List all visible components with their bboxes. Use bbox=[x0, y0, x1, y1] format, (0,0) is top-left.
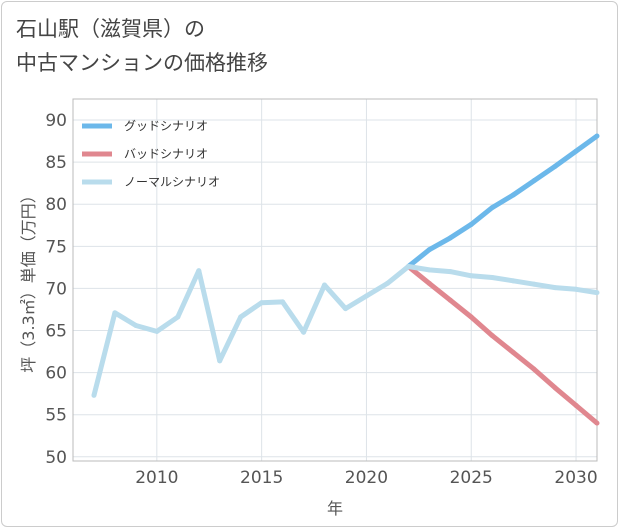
series-point-2 bbox=[594, 290, 600, 296]
legend-label-2: ノーマルシナリオ bbox=[124, 175, 220, 189]
series-point-2 bbox=[280, 299, 286, 305]
y-axis-label: 坪（3.3㎡）単価（万円） bbox=[19, 187, 38, 372]
series-point-2 bbox=[322, 282, 328, 288]
series-point-1 bbox=[510, 349, 516, 355]
legend-label-0: グッドシナリオ bbox=[124, 119, 208, 133]
series-point-1 bbox=[426, 280, 432, 286]
series-point-2 bbox=[489, 274, 495, 280]
series-point-0 bbox=[510, 192, 516, 198]
x-tick-label: 2010 bbox=[135, 468, 178, 488]
series-point-2 bbox=[552, 285, 558, 291]
series-point-2 bbox=[154, 328, 160, 334]
y-tick-label: 70 bbox=[45, 279, 67, 299]
series-point-1 bbox=[489, 333, 495, 339]
page-title: 石山駅（滋賀県）の 中古マンションの価格推移 bbox=[16, 12, 268, 80]
series-point-0 bbox=[531, 178, 537, 184]
series-point-2 bbox=[405, 264, 411, 270]
y-tick-label: 85 bbox=[45, 153, 67, 173]
series-point-0 bbox=[426, 247, 432, 253]
y-tick-label: 50 bbox=[45, 448, 67, 468]
series-point-2 bbox=[238, 314, 244, 320]
y-tick-label: 60 bbox=[45, 364, 67, 384]
y-tick-label: 75 bbox=[45, 237, 67, 257]
x-tick-label: 2020 bbox=[345, 468, 388, 488]
series-point-1 bbox=[573, 402, 579, 408]
series-point-2 bbox=[175, 314, 181, 320]
series-point-2 bbox=[426, 267, 432, 273]
x-tick-label: 2025 bbox=[450, 468, 493, 488]
series-point-2 bbox=[510, 278, 516, 284]
x-axis-ticks: 2010 2015 2020 2025 2030 bbox=[135, 468, 597, 488]
x-tick-label: 2015 bbox=[240, 468, 283, 488]
y-axis-ticks: 50 55 60 65 70 75 80 85 90 bbox=[45, 111, 67, 468]
x-tick-label: 2030 bbox=[554, 468, 597, 488]
series-point-2 bbox=[301, 329, 307, 335]
series-point-1 bbox=[468, 314, 474, 320]
y-tick-label: 55 bbox=[45, 406, 67, 426]
series-point-2 bbox=[196, 268, 202, 274]
y-tick-label: 80 bbox=[45, 195, 67, 215]
series-point-0 bbox=[489, 205, 495, 211]
series-point-2 bbox=[259, 300, 265, 306]
series-line-1 bbox=[406, 264, 599, 426]
x-axis-label: 年 bbox=[327, 499, 343, 518]
series-point-2 bbox=[112, 310, 118, 316]
series-point-2 bbox=[447, 269, 453, 275]
series-point-1 bbox=[594, 420, 600, 426]
series-point-0 bbox=[552, 163, 558, 169]
series-point-2 bbox=[531, 281, 537, 287]
series-point-2 bbox=[384, 280, 390, 286]
y-tick-label: 90 bbox=[45, 111, 67, 131]
series-point-2 bbox=[91, 392, 97, 398]
series-point-0 bbox=[468, 221, 474, 227]
series-point-1 bbox=[531, 366, 537, 372]
y-tick-label: 65 bbox=[45, 322, 67, 342]
legend-label-1: バッドシナリオ bbox=[124, 147, 208, 161]
series-point-1 bbox=[552, 385, 558, 391]
title-line-1: 石山駅（滋賀県）の bbox=[16, 17, 205, 41]
series-point-2 bbox=[468, 273, 474, 279]
series-point-0 bbox=[573, 148, 579, 154]
series-point-1 bbox=[447, 297, 453, 303]
series-point-2 bbox=[133, 322, 139, 328]
plot-frame bbox=[72, 98, 598, 462]
series-line-0 bbox=[406, 133, 599, 269]
title-line-2: 中古マンションの価格推移 bbox=[16, 51, 268, 75]
series-layer bbox=[91, 133, 600, 426]
series-point-0 bbox=[447, 235, 453, 241]
series-point-2 bbox=[217, 358, 223, 364]
series-point-2 bbox=[363, 293, 369, 299]
series-point-0 bbox=[594, 133, 600, 139]
series-point-2 bbox=[342, 306, 348, 312]
series-point-2 bbox=[573, 286, 579, 292]
